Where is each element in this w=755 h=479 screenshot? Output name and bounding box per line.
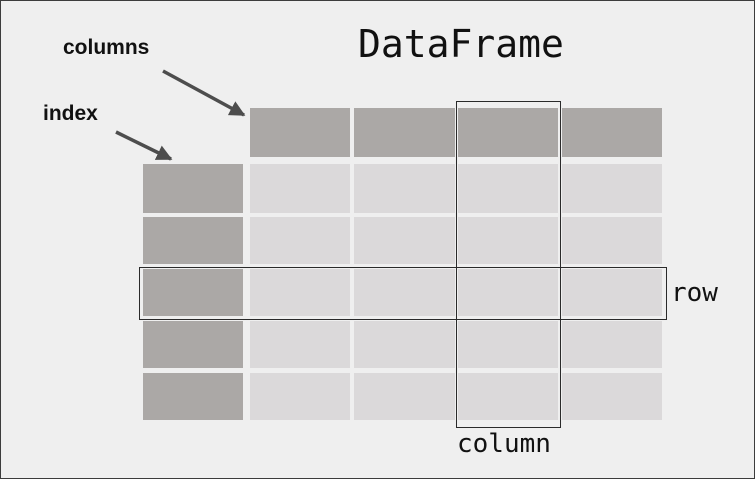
data-cell — [458, 217, 558, 264]
data-cell — [458, 164, 558, 213]
column-header-cell — [250, 108, 350, 157]
data-cell — [354, 164, 455, 213]
data-cell — [250, 164, 350, 213]
index-arrow — [115, 130, 173, 161]
index-cell — [143, 321, 243, 368]
data-cell — [562, 321, 662, 368]
data-cell — [354, 321, 455, 368]
index-cell — [143, 269, 243, 316]
index-cell — [143, 217, 243, 264]
columns-label: columns — [63, 36, 150, 59]
column-header-cell — [458, 108, 558, 157]
column-header-cell — [354, 108, 455, 157]
data-cell — [562, 373, 662, 420]
data-cell — [562, 164, 662, 213]
row-highlight-box — [139, 267, 667, 320]
data-cell — [562, 217, 662, 264]
diagram-title: DataFrame — [358, 22, 564, 66]
data-cell — [250, 217, 350, 264]
data-cell — [458, 321, 558, 368]
data-cell — [250, 269, 350, 316]
index-cell — [143, 164, 243, 213]
column-label: column — [457, 429, 551, 459]
data-cell — [562, 269, 662, 316]
data-cell — [354, 269, 455, 316]
row-label: row — [671, 278, 718, 308]
data-cell — [354, 373, 455, 420]
index-label: index — [43, 102, 98, 125]
data-cell — [354, 217, 455, 264]
data-cell — [250, 373, 350, 420]
data-cell — [458, 373, 558, 420]
columns-arrow — [162, 69, 246, 117]
index-cell — [143, 373, 243, 420]
data-cell — [458, 269, 558, 316]
column-highlight-box — [456, 101, 561, 428]
data-cell — [250, 321, 350, 368]
column-header-cell — [562, 108, 662, 157]
